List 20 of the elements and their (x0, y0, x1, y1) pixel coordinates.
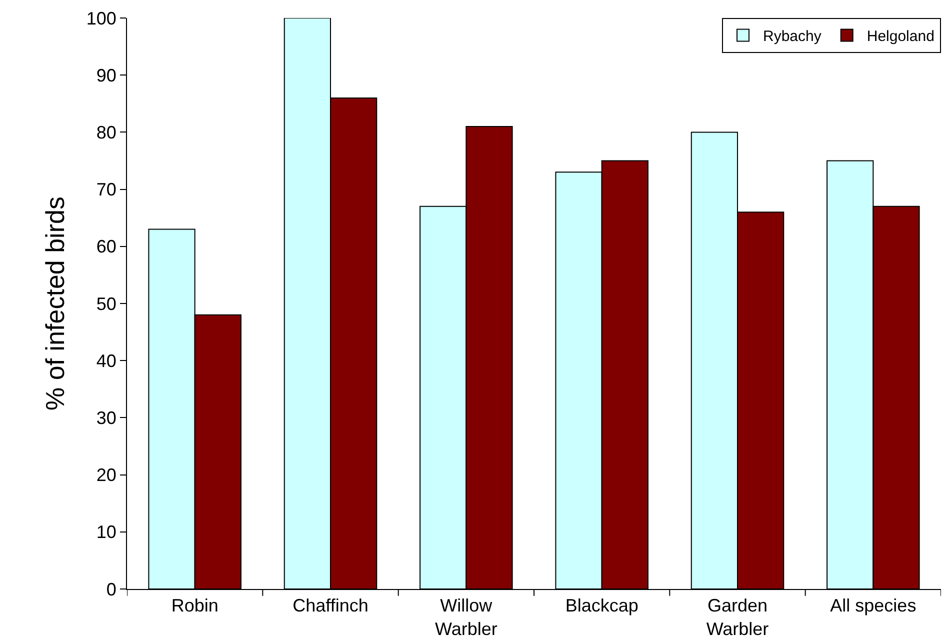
legend-label: Helgoland (866, 28, 934, 46)
y-tick-label: 0 (106, 579, 116, 600)
y-tick-label: 70 (96, 180, 116, 200)
x-tick-label: Willow Warbler (435, 596, 498, 639)
y-axis-title: % of infected birds (40, 196, 70, 410)
y-tick-label: 40 (96, 350, 116, 371)
y-tick-label: 10 (96, 522, 116, 542)
y-tick-label: 80 (96, 122, 116, 142)
y-tick-label: 100 (86, 8, 116, 28)
x-tick-label: Garden Warbler (706, 596, 769, 639)
y-tick-label: 20 (96, 465, 116, 486)
x-tick-label: Chaffinch (292, 596, 368, 616)
x-tick-label: Blackcap (565, 596, 638, 616)
y-tick-label: 50 (96, 294, 116, 314)
y-tick-label: 60 (96, 236, 116, 257)
y-tick-label: 30 (96, 408, 116, 428)
x-tick-label: All species (830, 596, 916, 616)
x-tick-label: Robin (171, 596, 218, 616)
legend-label: Rybachy (763, 28, 822, 46)
y-tick-label: 90 (96, 65, 116, 86)
